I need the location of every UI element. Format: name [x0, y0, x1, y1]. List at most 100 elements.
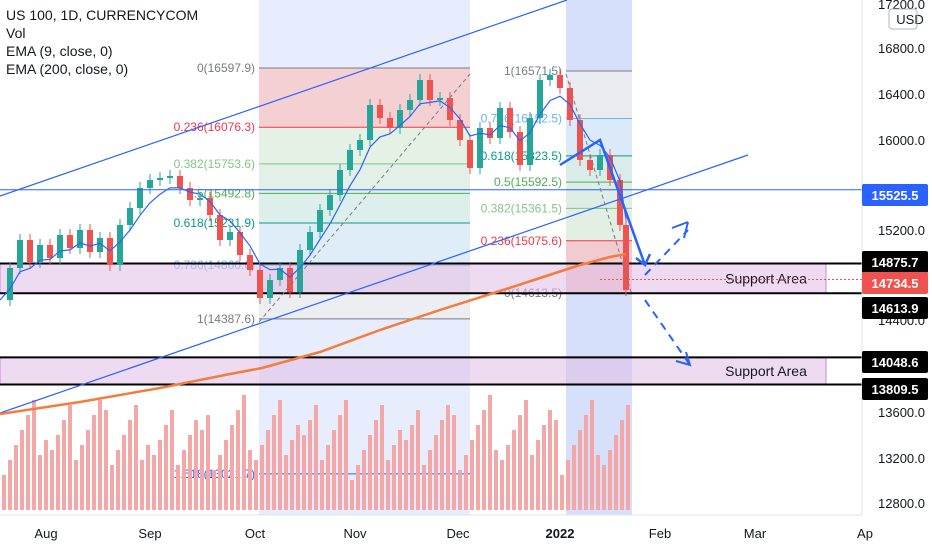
- volume-bar: [140, 460, 144, 510]
- volume-bar: [104, 410, 108, 510]
- volume-bar: [458, 470, 462, 510]
- volume-bar: [374, 420, 378, 510]
- candle-body: [537, 80, 543, 118]
- volume-bar: [122, 435, 126, 510]
- time-tick-label: Mar: [744, 526, 767, 541]
- volume-bar: [500, 460, 504, 510]
- ema9-line: [0, 95, 627, 301]
- volume-bar: [116, 450, 120, 510]
- volume-bar: [452, 415, 456, 510]
- candle-body: [37, 245, 43, 262]
- volume-layer: [2, 395, 630, 510]
- fib-level-label: 0.618(15231.9): [174, 216, 255, 230]
- fib-trend-line: [565, 73, 633, 296]
- channel-lower-line: [0, 154, 749, 414]
- candle-body: [477, 128, 483, 168]
- candle-body: [127, 208, 133, 225]
- candle-body: [97, 238, 103, 252]
- candle-body: [437, 98, 443, 100]
- volume-bar: [110, 465, 114, 510]
- volume-bar: [38, 455, 42, 510]
- volume-bar: [2, 475, 6, 510]
- candle-body: [287, 268, 293, 292]
- projection-arrow: [559, 138, 647, 266]
- candle-body: [57, 235, 63, 258]
- volume-bar: [488, 395, 492, 510]
- volume-bar: [44, 440, 48, 510]
- volume-bar: [506, 445, 510, 510]
- fib-level-label: 0(16597.9): [197, 61, 255, 75]
- support-area-label: Support Area: [725, 363, 807, 379]
- candle-body: [247, 255, 253, 270]
- candle-body: [147, 180, 153, 188]
- vol-indicator-label[interactable]: Vol: [6, 25, 26, 41]
- volume-bar: [428, 450, 432, 510]
- ema9-indicator-label[interactable]: EMA (9, close, 0): [6, 43, 113, 59]
- volume-bar: [584, 415, 588, 510]
- volume-bar: [308, 420, 312, 510]
- volume-bar: [182, 450, 186, 510]
- fib-band: [259, 127, 470, 164]
- volume-bar: [542, 425, 546, 510]
- candle-body: [237, 232, 243, 255]
- volume-bar: [248, 450, 252, 510]
- price-tag-label: 15525.5: [872, 188, 919, 203]
- volume-bar: [386, 460, 390, 510]
- price-tag: [862, 184, 928, 206]
- candle-body: [227, 232, 233, 240]
- time-tick-label: Aug: [34, 526, 57, 541]
- price-tag-label: 14613.9: [872, 301, 919, 316]
- volume-bar: [80, 445, 84, 510]
- volume-bar: [278, 400, 282, 510]
- candle-body: [7, 268, 13, 300]
- fib-trend-line: [258, 73, 471, 323]
- channel-upper-line: [0, 0, 568, 197]
- ema200-indicator-label[interactable]: EMA (200, close, 0): [6, 61, 129, 77]
- candle-body: [587, 160, 593, 170]
- candle-body: [487, 128, 493, 138]
- candle-body: [307, 232, 313, 250]
- price-tag-label: 13809.5: [872, 382, 919, 397]
- ema200-line: [0, 252, 627, 416]
- fib-level-label: 1(16571.5): [504, 64, 562, 78]
- volume-bar: [236, 410, 240, 510]
- volume-bar: [620, 420, 624, 510]
- candle-body: [27, 240, 33, 262]
- price-tick-label: 13200.0: [878, 451, 925, 466]
- candle-body: [77, 230, 83, 248]
- fib-band: [566, 118, 632, 156]
- volume-bar: [218, 455, 222, 510]
- volume-bar: [164, 425, 168, 510]
- price-tag-label: 14734.5: [872, 276, 919, 291]
- volume-bar: [596, 455, 600, 510]
- volume-bar: [518, 415, 522, 510]
- volume-bar: [536, 440, 540, 510]
- candle-body: [177, 176, 183, 188]
- candle-body: [617, 180, 623, 225]
- symbol-title[interactable]: US 100, 1D, CURRENCYCOM: [6, 7, 199, 23]
- volume-bar: [578, 430, 582, 510]
- volume-bar: [194, 420, 198, 510]
- candle-body: [467, 140, 473, 168]
- candle-body: [327, 195, 333, 210]
- chart-legend: US 100, 1D, CURRENCYCOM Vol EMA (9, clos…: [6, 6, 198, 78]
- price-tag: [862, 272, 928, 294]
- volume-bar: [380, 405, 384, 510]
- currency-label: USD: [896, 12, 923, 27]
- time-tick-label: Sep: [138, 526, 161, 541]
- volume-bar: [572, 445, 576, 510]
- candle-body: [457, 120, 463, 140]
- candle-body: [347, 150, 353, 170]
- candle-body: [517, 132, 523, 165]
- volume-bar: [260, 445, 264, 510]
- volume-bar: [314, 405, 318, 510]
- volume-bar: [290, 440, 294, 510]
- volume-bar: [344, 400, 348, 510]
- volume-bar: [476, 425, 480, 510]
- volume-bar: [560, 475, 564, 510]
- candle-body: [217, 215, 223, 240]
- price-tag: [862, 297, 928, 319]
- volume-bar: [422, 465, 426, 510]
- volume-bar: [320, 460, 324, 510]
